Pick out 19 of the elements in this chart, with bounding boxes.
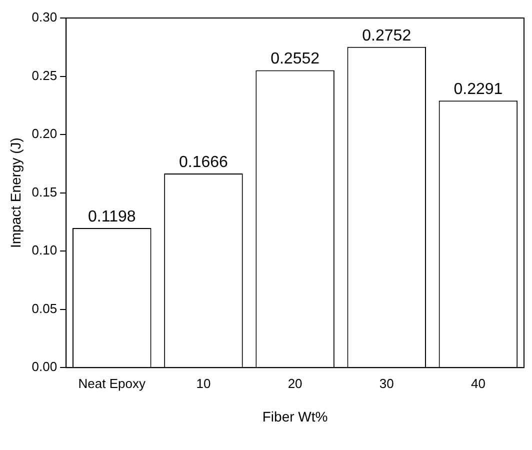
y-tick-label: 0.20 xyxy=(32,126,58,142)
y-axis-title: Impact Energy (J) xyxy=(7,138,24,248)
data-label: 0.2752 xyxy=(362,27,412,44)
y-tick-label: 0.25 xyxy=(32,68,58,83)
data-label: 0.2291 xyxy=(454,81,503,98)
y-tick-label: 0.15 xyxy=(32,184,58,200)
x-axis-title: Fiber Wt% xyxy=(262,408,328,424)
x-tick-label: 20 xyxy=(288,376,302,391)
x-tick-label: 40 xyxy=(470,376,486,391)
x-tick-label: 10 xyxy=(196,376,211,391)
data-label: 0.1198 xyxy=(88,208,136,226)
x-tick-label: 30 xyxy=(379,376,394,391)
y-tick-label: 0.00 xyxy=(32,359,58,374)
x-tick-label: Neat Epoxy xyxy=(78,376,146,391)
data-label: 0.2552 xyxy=(270,50,320,68)
y-tick-label: 0.30 xyxy=(32,10,58,25)
data-label: 0.1666 xyxy=(179,154,228,171)
y-tick-label: 0.05 xyxy=(32,300,58,316)
y-tick-label: 0.10 xyxy=(32,242,58,258)
